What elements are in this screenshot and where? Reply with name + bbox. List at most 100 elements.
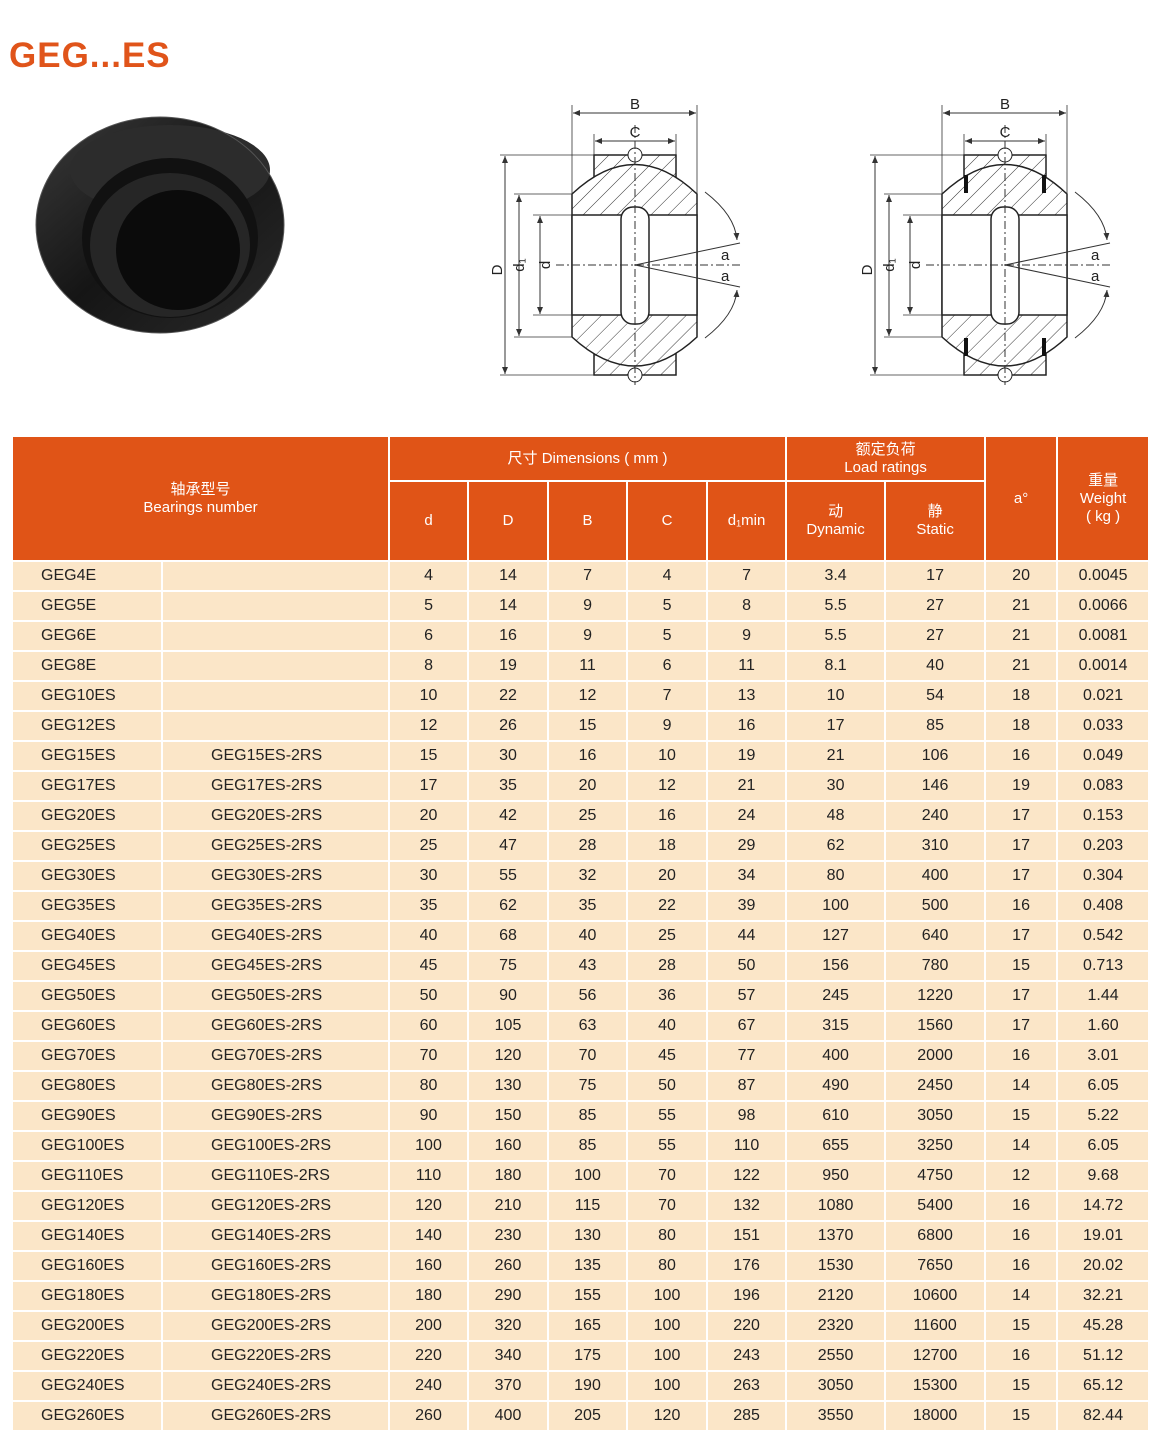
cell-C: 100 [626,1340,709,1372]
cell-C: 7 [626,680,709,712]
cell-d: 50 [388,980,470,1012]
cell-angle: 21 [984,620,1059,652]
cell-D: 35 [467,770,550,802]
cell-d1min: 77 [706,1040,788,1072]
cell-dynamic-load: 21 [785,740,887,772]
cell-C: 40 [626,1010,709,1042]
cell-bearing-number: GEG15ES [11,740,163,772]
cell-dynamic-load: 62 [785,830,887,862]
table-row: GEG50ES GEG50ES-2RS 50 90 56 36 57 245 1220 17 1.4… [11,980,1151,1012]
cell-angle: 21 [984,590,1059,622]
cell-bearing-number: GEG8E [11,650,163,682]
cell-angle: 12 [984,1160,1059,1192]
table-row: GEG180ES GEG180ES-2RS 180 290 155 100 196 2120 1… [11,1280,1151,1312]
cell-weight: 0.0081 [1056,620,1151,652]
cell-d1min: 263 [706,1370,788,1402]
cell-dynamic-load: 3550 [785,1400,887,1432]
cell-d: 110 [388,1160,470,1192]
cell-dynamic-load: 1530 [785,1250,887,1282]
cell-B: 43 [547,950,629,982]
cell-d1min: 13 [706,680,788,712]
cell-C: 16 [626,800,709,832]
cell-bearing-number: GEG240ES [11,1370,163,1402]
cell-angle: 17 [984,830,1059,862]
cell-D: 230 [467,1220,550,1252]
cell-B: 28 [547,830,629,862]
cell-static-load: 3050 [884,1100,987,1132]
cell-bearing-number: GEG120ES [11,1190,163,1222]
cell-weight: 32.21 [1056,1280,1151,1312]
table-row: GEG35ES GEG35ES-2RS 35 62 35 22 39 100 500 16 0.40… [11,890,1151,922]
header-load-en: Load ratings [844,458,927,476]
cell-angle: 17 [984,920,1059,952]
cell-d: 240 [388,1370,470,1402]
cell-bearing-number: GEG60ES [11,1010,163,1042]
cell-d: 160 [388,1250,470,1282]
cell-C: 25 [626,920,709,952]
cell-d1min: 50 [706,950,788,982]
cell-sealed-number: GEG200ES-2RS [160,1310,391,1342]
cell-weight: 14.72 [1056,1190,1151,1222]
cell-bearing-number: GEG5E [11,590,163,622]
cell-static-load: 5400 [884,1190,987,1222]
cell-d1min: 9 [706,620,788,652]
cell-d: 90 [388,1100,470,1132]
cell-sealed-number: GEG140ES-2RS [160,1220,391,1252]
bearing-spec-table: 轴承型号 Bearings number 尺寸 Dimensions ( mm … [10,435,1151,1432]
cell-angle: 16 [984,1250,1059,1282]
cell-dynamic-load: 245 [785,980,887,1012]
cell-weight: 0.153 [1056,800,1151,832]
cell-static-load: 85 [884,710,987,742]
cell-D: 90 [467,980,550,1012]
cell-C: 20 [626,860,709,892]
cell-d1min: 8 [706,590,788,622]
cell-bearing-number: GEG260ES [11,1400,163,1432]
header-static-cn: 静 [927,503,943,520]
cell-angle: 18 [984,710,1059,742]
cell-angle: 17 [984,1010,1059,1042]
cell-B: 130 [547,1220,629,1252]
cell-static-load: 1220 [884,980,987,1012]
cell-D: 340 [467,1340,550,1372]
table-row: GEG25ES GEG25ES-2RS 25 47 28 18 29 62 310 17 0.203 [11,830,1151,862]
cell-angle: 14 [984,1280,1059,1312]
cell-bearing-number: GEG100ES [11,1130,163,1162]
cell-d: 30 [388,860,470,892]
cell-sealed-number: GEG120ES-2RS [160,1190,391,1222]
cell-sealed-number: GEG15ES-2RS [160,740,391,772]
table-row: GEG40ES GEG40ES-2RS 40 68 40 25 44 127 640 17 0.54… [11,920,1151,952]
table-row: GEG10ES 10 22 12 7 13 10 54 18 0.021 [11,680,1151,712]
cell-dynamic-load: 48 [785,800,887,832]
cell-bearing-number: GEG90ES [11,1100,163,1132]
cell-bearing-number: GEG220ES [11,1340,163,1372]
cell-C: 100 [626,1280,709,1312]
cell-C: 28 [626,950,709,982]
cell-d: 25 [388,830,470,862]
cell-static-load: 3250 [884,1130,987,1162]
cell-static-load: 40 [884,650,987,682]
cell-angle: 16 [984,1340,1059,1372]
cell-weight: 1.44 [1056,980,1151,1012]
cell-static-load: 146 [884,770,987,802]
table-row: GEG220ES GEG220ES-2RS 220 340 175 100 243 2550 1… [11,1340,1151,1372]
cell-dynamic-load: 10 [785,680,887,712]
cell-weight: 0.0045 [1056,560,1151,592]
cell-dynamic-load: 2120 [785,1280,887,1312]
cell-angle: 15 [984,1370,1059,1402]
cell-D: 30 [467,740,550,772]
cell-angle: 15 [984,950,1059,982]
table-row: GEG12ES 12 26 15 9 16 17 85 18 0.033 [11,710,1151,742]
cell-B: 56 [547,980,629,1012]
cell-weight: 0.304 [1056,860,1151,892]
cell-dynamic-load: 17 [785,710,887,742]
cell-d1min: 110 [706,1130,788,1162]
cell-D: 180 [467,1160,550,1192]
cell-angle: 16 [984,1220,1059,1252]
cell-D: 68 [467,920,550,952]
header-bearing-en: Bearings number [143,498,258,516]
cell-B: 12 [547,680,629,712]
header-weight: 重量 Weight ( kg ) [1056,435,1151,562]
cell-D: 130 [467,1070,550,1102]
cell-sealed-number: GEG180ES-2RS [160,1280,391,1312]
cell-angle: 15 [984,1310,1059,1342]
